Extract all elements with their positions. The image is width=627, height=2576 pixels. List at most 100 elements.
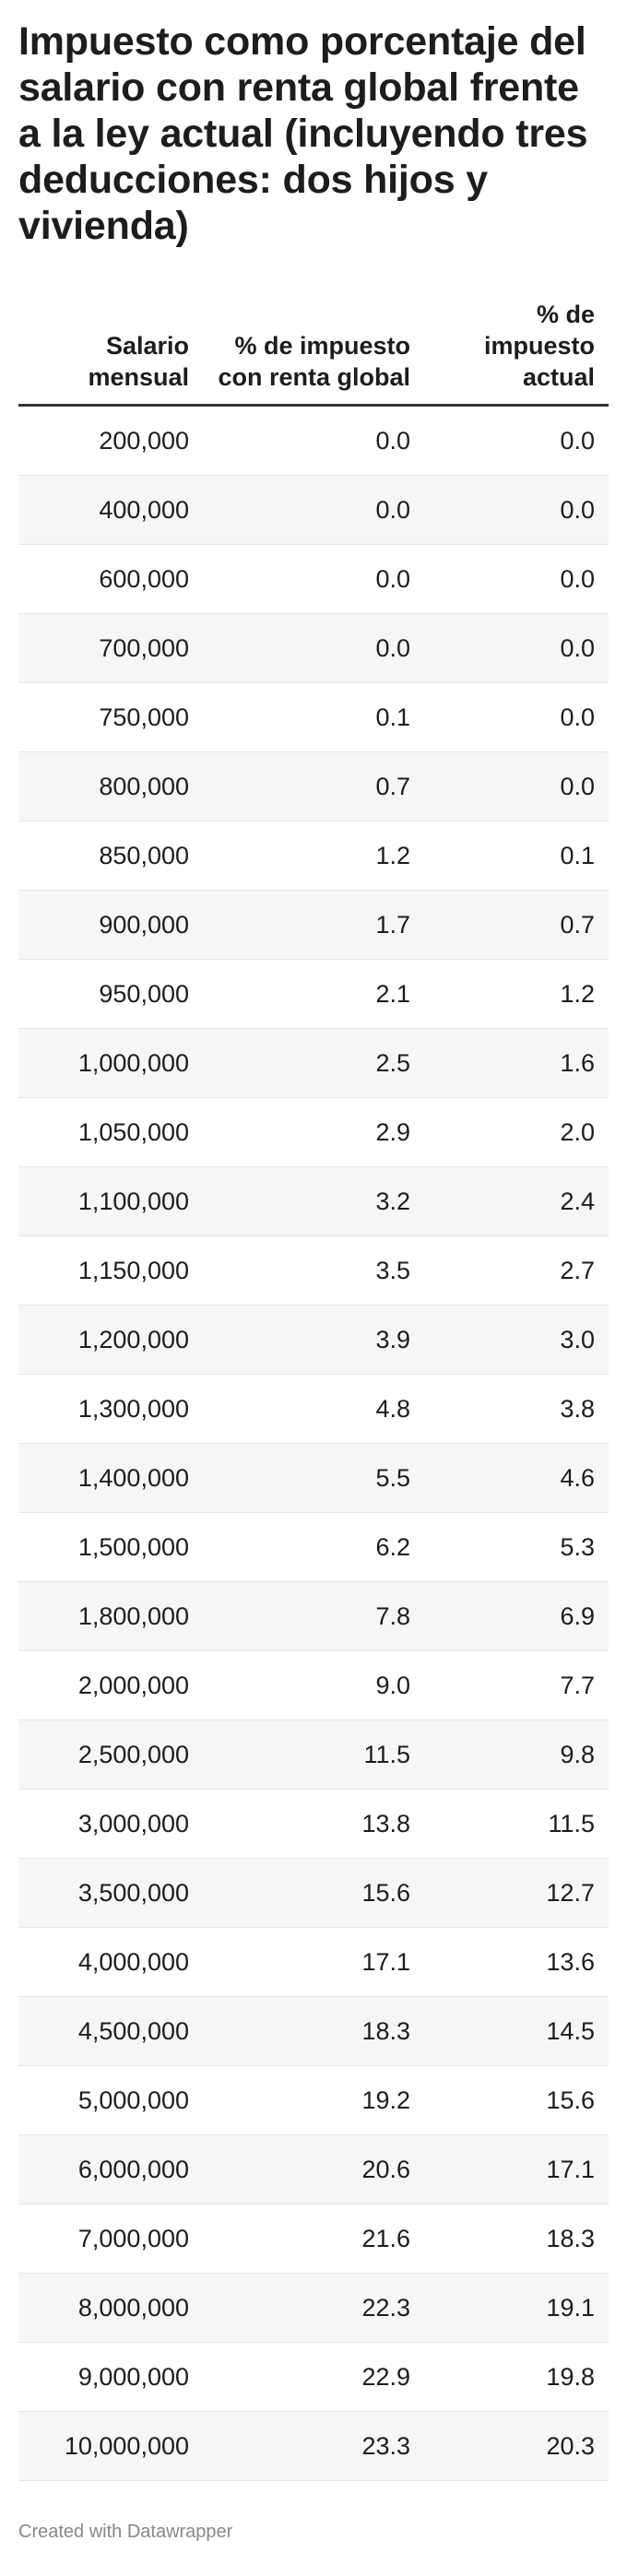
cell-salary: 4,000,000	[18, 1927, 203, 1997]
cell-salary: 2,500,000	[18, 1719, 203, 1790]
column-header-global-tax[interactable]: % de impuesto con renta global	[203, 299, 424, 407]
cell-current-tax: 15.6	[424, 2065, 609, 2135]
cell-salary: 8,000,000	[18, 2273, 203, 2343]
cell-current-tax: 0.1	[424, 821, 609, 891]
table-row: 1,200,000 3.9 3.0	[18, 1305, 609, 1375]
cell-current-tax: 0.0	[424, 544, 609, 614]
table-row: 1,100,000 3.2 2.4	[18, 1166, 609, 1236]
table-row: 5,000,000 19.2 15.6	[18, 2065, 609, 2135]
table-row: 600,000 0.0 0.0	[18, 544, 609, 614]
cell-global-tax: 20.6	[203, 2134, 424, 2204]
table-row: 2,000,000 9.0 7.7	[18, 1650, 609, 1720]
cell-salary: 9,000,000	[18, 2342, 203, 2412]
cell-global-tax: 21.6	[203, 2204, 424, 2274]
cell-salary: 1,050,000	[18, 1097, 203, 1167]
cell-global-tax: 0.0	[203, 405, 424, 476]
cell-salary: 750,000	[18, 682, 203, 752]
cell-current-tax: 2.7	[424, 1235, 609, 1306]
cell-salary: 6,000,000	[18, 2134, 203, 2204]
cell-current-tax: 2.0	[424, 1097, 609, 1167]
cell-salary: 600,000	[18, 544, 203, 614]
table-row: 1,050,000 2.9 2.0	[18, 1097, 609, 1167]
column-header-salary[interactable]: Salario mensual	[18, 299, 203, 407]
cell-global-tax: 4.8	[203, 1374, 424, 1444]
cell-global-tax: 17.1	[203, 1927, 424, 1997]
column-header-current-tax[interactable]: % de impuesto actual	[424, 299, 609, 407]
table-row: 10,000,000 23.3 20.3	[18, 2411, 609, 2481]
table-row: 900,000 1.7 0.7	[18, 890, 609, 960]
cell-global-tax: 2.5	[203, 1028, 424, 1098]
cell-global-tax: 0.0	[203, 475, 424, 545]
cell-global-tax: 6.2	[203, 1512, 424, 1582]
cell-global-tax: 23.3	[203, 2411, 424, 2481]
cell-global-tax: 18.3	[203, 1996, 424, 2066]
cell-current-tax: 0.0	[424, 613, 609, 683]
cell-global-tax: 11.5	[203, 1719, 424, 1790]
cell-global-tax: 22.9	[203, 2342, 424, 2412]
cell-global-tax: 0.7	[203, 751, 424, 821]
cell-salary: 1,100,000	[18, 1166, 203, 1236]
cell-salary: 1,150,000	[18, 1235, 203, 1306]
cell-global-tax: 22.3	[203, 2273, 424, 2343]
data-table: Salario mensual % de impuesto con renta …	[18, 299, 609, 2481]
cell-current-tax: 17.1	[424, 2134, 609, 2204]
cell-current-tax: 6.9	[424, 1581, 609, 1651]
table-row: 200,000 0.0 0.0	[18, 405, 609, 476]
table-row: 3,000,000 13.8 11.5	[18, 1789, 609, 1859]
cell-global-tax: 0.0	[203, 544, 424, 614]
cell-current-tax: 0.0	[424, 682, 609, 752]
footer-credit: Created with Datawrapper	[18, 2522, 233, 2542]
cell-current-tax: 4.6	[424, 1443, 609, 1513]
cell-current-tax: 3.8	[424, 1374, 609, 1444]
cell-current-tax: 9.8	[424, 1719, 609, 1790]
cell-current-tax: 19.1	[424, 2273, 609, 2343]
cell-current-tax: 5.3	[424, 1512, 609, 1582]
table-body: 200,000 0.0 0.0 400,000 0.0 0.0 600,000 0.0 0.0 7…	[18, 405, 609, 2481]
table-row: 9,000,000 22.9 19.8	[18, 2342, 609, 2412]
cell-salary: 1,500,000	[18, 1512, 203, 1582]
table-row: 800,000 0.7 0.0	[18, 751, 609, 821]
cell-salary: 1,400,000	[18, 1443, 203, 1513]
cell-global-tax: 1.7	[203, 890, 424, 960]
table-row: 850,000 1.2 0.1	[18, 821, 609, 891]
cell-global-tax: 9.0	[203, 1650, 424, 1720]
cell-current-tax: 1.6	[424, 1028, 609, 1098]
cell-global-tax: 19.2	[203, 2065, 424, 2135]
cell-current-tax: 0.0	[424, 475, 609, 545]
table-row: 4,500,000 18.3 14.5	[18, 1996, 609, 2066]
table-row: 1,000,000 2.5 1.6	[18, 1028, 609, 1098]
cell-salary: 5,000,000	[18, 2065, 203, 2135]
cell-salary: 1,200,000	[18, 1305, 203, 1375]
cell-salary: 2,000,000	[18, 1650, 203, 1720]
cell-current-tax: 13.6	[424, 1927, 609, 1997]
cell-current-tax: 11.5	[424, 1789, 609, 1859]
cell-current-tax: 0.0	[424, 405, 609, 476]
table-row: 7,000,000 21.6 18.3	[18, 2204, 609, 2274]
cell-salary: 4,500,000	[18, 1996, 203, 2066]
cell-current-tax: 12.7	[424, 1858, 609, 1928]
table-row: 1,800,000 7.8 6.9	[18, 1581, 609, 1651]
table-row: 4,000,000 17.1 13.6	[18, 1927, 609, 1997]
table-row: 1,150,000 3.5 2.7	[18, 1235, 609, 1306]
table-row: 3,500,000 15.6 12.7	[18, 1858, 609, 1928]
cell-global-tax: 3.2	[203, 1166, 424, 1236]
cell-current-tax: 0.0	[424, 751, 609, 821]
cell-salary: 800,000	[18, 751, 203, 821]
cell-global-tax: 0.0	[203, 613, 424, 683]
table-row: 950,000 2.1 1.2	[18, 959, 609, 1029]
table-row: 8,000,000 22.3 19.1	[18, 2273, 609, 2343]
table-row: 1,300,000 4.8 3.8	[18, 1374, 609, 1444]
cell-global-tax: 0.1	[203, 682, 424, 752]
cell-current-tax: 0.7	[424, 890, 609, 960]
cell-salary: 1,800,000	[18, 1581, 203, 1651]
table-row: 1,500,000 6.2 5.3	[18, 1512, 609, 1582]
cell-current-tax: 19.8	[424, 2342, 609, 2412]
cell-current-tax: 7.7	[424, 1650, 609, 1720]
cell-global-tax: 5.5	[203, 1443, 424, 1513]
table-row: 2,500,000 11.5 9.8	[18, 1719, 609, 1790]
cell-salary: 400,000	[18, 475, 203, 545]
cell-global-tax: 13.8	[203, 1789, 424, 1859]
table-row: 6,000,000 20.6 17.1	[18, 2134, 609, 2204]
cell-global-tax: 2.1	[203, 959, 424, 1029]
